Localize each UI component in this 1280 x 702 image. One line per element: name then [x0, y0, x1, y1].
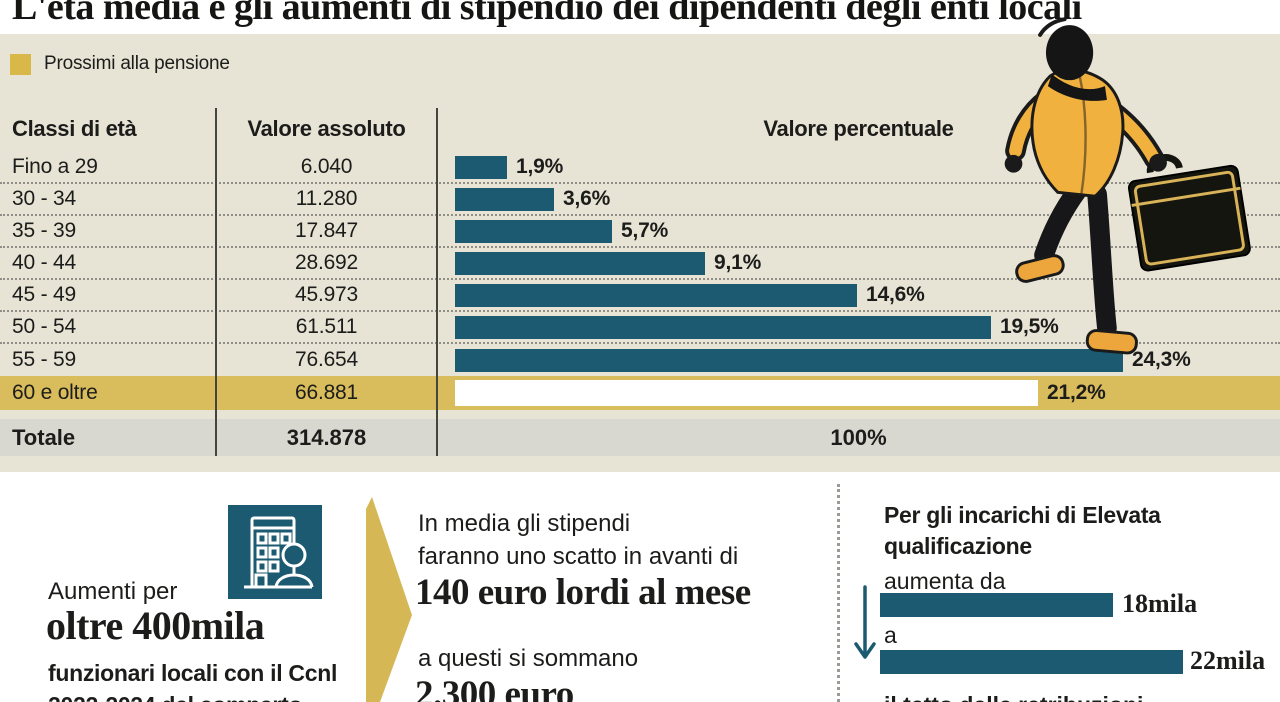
column-header-percent-value: Valore percentuale: [763, 116, 954, 141]
table-header-row: Classi di età Valore assoluto Valore per…: [0, 108, 1280, 150]
total-percent-value: 100%: [830, 424, 887, 450]
table-row: 50 - 54 61.511 19,5%: [0, 312, 1280, 344]
middle-highlight-amount-clipped: 2.300 euro: [415, 674, 574, 702]
table-row: 60 e oltre 66.881 21,2%: [0, 376, 1280, 410]
legend-gold-square-icon: [10, 53, 31, 75]
age-class-label: 60 e oltre: [12, 381, 98, 404]
table-row: 40 - 44 28.692 9,1%: [0, 248, 1280, 280]
total-label: Totale: [12, 424, 76, 450]
mini-bar-to: [880, 650, 1183, 674]
absolute-value: 76.654: [294, 348, 359, 371]
page-title: L'età media e gli aumenti di stipendio d…: [12, 0, 1082, 28]
right-from-label: aumenta da: [884, 568, 1006, 594]
left-caption-small: Aumenti per: [48, 578, 178, 605]
bottom-section: Aumenti per oltre 400mila funzionari loc…: [0, 472, 1280, 702]
percent-label: 24,3%: [1132, 348, 1191, 371]
total-row: Totale 314.878 100%: [0, 419, 1280, 456]
percent-label: 3,6%: [563, 187, 611, 210]
age-class-label: 30 - 34: [12, 187, 76, 210]
absolute-value: 17.847: [294, 219, 359, 242]
table-row: 45 - 49 45.973 14,6%: [0, 280, 1280, 312]
percent-bar: [455, 283, 857, 307]
left-caption-bold-clipped: 2022-2024 del comparto: [48, 692, 303, 702]
right-to-label: a: [884, 622, 897, 648]
percent-label: 21,2%: [1047, 381, 1106, 404]
table-row: 30 - 34 11.280 3,6%: [0, 184, 1280, 216]
mini-bar-from: [880, 593, 1113, 617]
right-chevron-icon: [366, 497, 412, 702]
age-class-label: 50 - 54: [12, 315, 76, 338]
percent-cell: 3,6%: [437, 184, 1280, 214]
right-footer-clipped: il tetto delle retribuzioni: [884, 692, 1143, 702]
right-heading: Per gli incarichi di Elevata qualificazi…: [884, 502, 1161, 559]
legend: Prossimi alla pensione: [10, 53, 230, 75]
absolute-value: 61.511: [295, 315, 358, 338]
age-class-label: 45 - 49: [12, 283, 76, 306]
age-class-label: 55 - 59: [12, 348, 76, 371]
percent-label: 14,6%: [866, 283, 925, 306]
left-caption-bold: funzionari locali con il Ccnl: [48, 660, 338, 686]
age-class-label: 40 - 44: [12, 251, 76, 274]
mini-bar-to-label: 22mila: [1190, 646, 1266, 675]
percent-cell: 24,3%: [437, 344, 1280, 376]
middle-highlight-amount: 140 euro lordi al mese: [415, 572, 751, 613]
total-absolute-value: 314.878: [286, 424, 367, 450]
percent-bar: [455, 187, 554, 211]
percent-bar: [455, 155, 507, 179]
percent-cell: 9,1%: [437, 248, 1280, 278]
table-row: Fino a 29 6.040 1,9%: [0, 152, 1280, 184]
table-row: 55 - 59 76.654 24,3%: [0, 344, 1280, 376]
percent-label: 1,9%: [516, 155, 564, 178]
absolute-value: 28.692: [294, 251, 359, 274]
column-divider-line: [215, 108, 217, 456]
middle-caption-line2: faranno uno scatto in avanti di: [418, 543, 739, 570]
percent-label: 19,5%: [1000, 315, 1059, 338]
percent-bar: [455, 380, 1038, 406]
dotted-divider-line: [837, 484, 840, 702]
percent-cell: 1,9%: [437, 152, 1280, 182]
percent-bar: [455, 251, 705, 275]
age-class-label: 35 - 39: [12, 219, 76, 242]
left-caption-big: oltre 400mila: [46, 603, 265, 648]
table-row: 35 - 39 17.847 5,7%: [0, 216, 1280, 248]
middle-caption-line1: In media gli stipendi: [418, 510, 631, 537]
absolute-value: 6.040: [300, 155, 353, 178]
walking-employee-illustration: [1004, 17, 1251, 355]
legend-label: Prossimi alla pensione: [44, 53, 230, 74]
mini-bar-from-label: 18mila: [1122, 589, 1198, 618]
percent-label: 9,1%: [714, 251, 762, 274]
percent-bar: [455, 219, 612, 243]
table-rows: Fino a 29 6.040 1,9% 30 - 34 11.280 3,6% 35 - …: [0, 152, 1280, 410]
percent-bar: [455, 315, 991, 339]
percent-cell: 19,5%: [437, 312, 1280, 342]
percent-cell: 5,7%: [437, 216, 1280, 246]
column-header-absolute-value: Valore assoluto: [247, 116, 406, 141]
briefcase-illustration: [1127, 154, 1251, 272]
percent-bar: [455, 348, 1123, 372]
percent-cell: 14,6%: [437, 280, 1280, 310]
middle-caption-line3: a questi si sommano: [418, 645, 639, 672]
absolute-value: 45.973: [294, 283, 359, 306]
percent-cell: 21,2%: [437, 376, 1280, 410]
column-divider-line: [436, 108, 438, 456]
down-arrow-icon: [854, 585, 876, 659]
building-employee-icon: [228, 505, 322, 599]
age-class-label: Fino a 29: [12, 155, 98, 178]
absolute-value: 66.881: [294, 381, 359, 404]
percent-label: 5,7%: [621, 219, 669, 242]
absolute-value: 11.280: [295, 187, 358, 210]
column-header-age-class: Classi di età: [12, 116, 137, 141]
